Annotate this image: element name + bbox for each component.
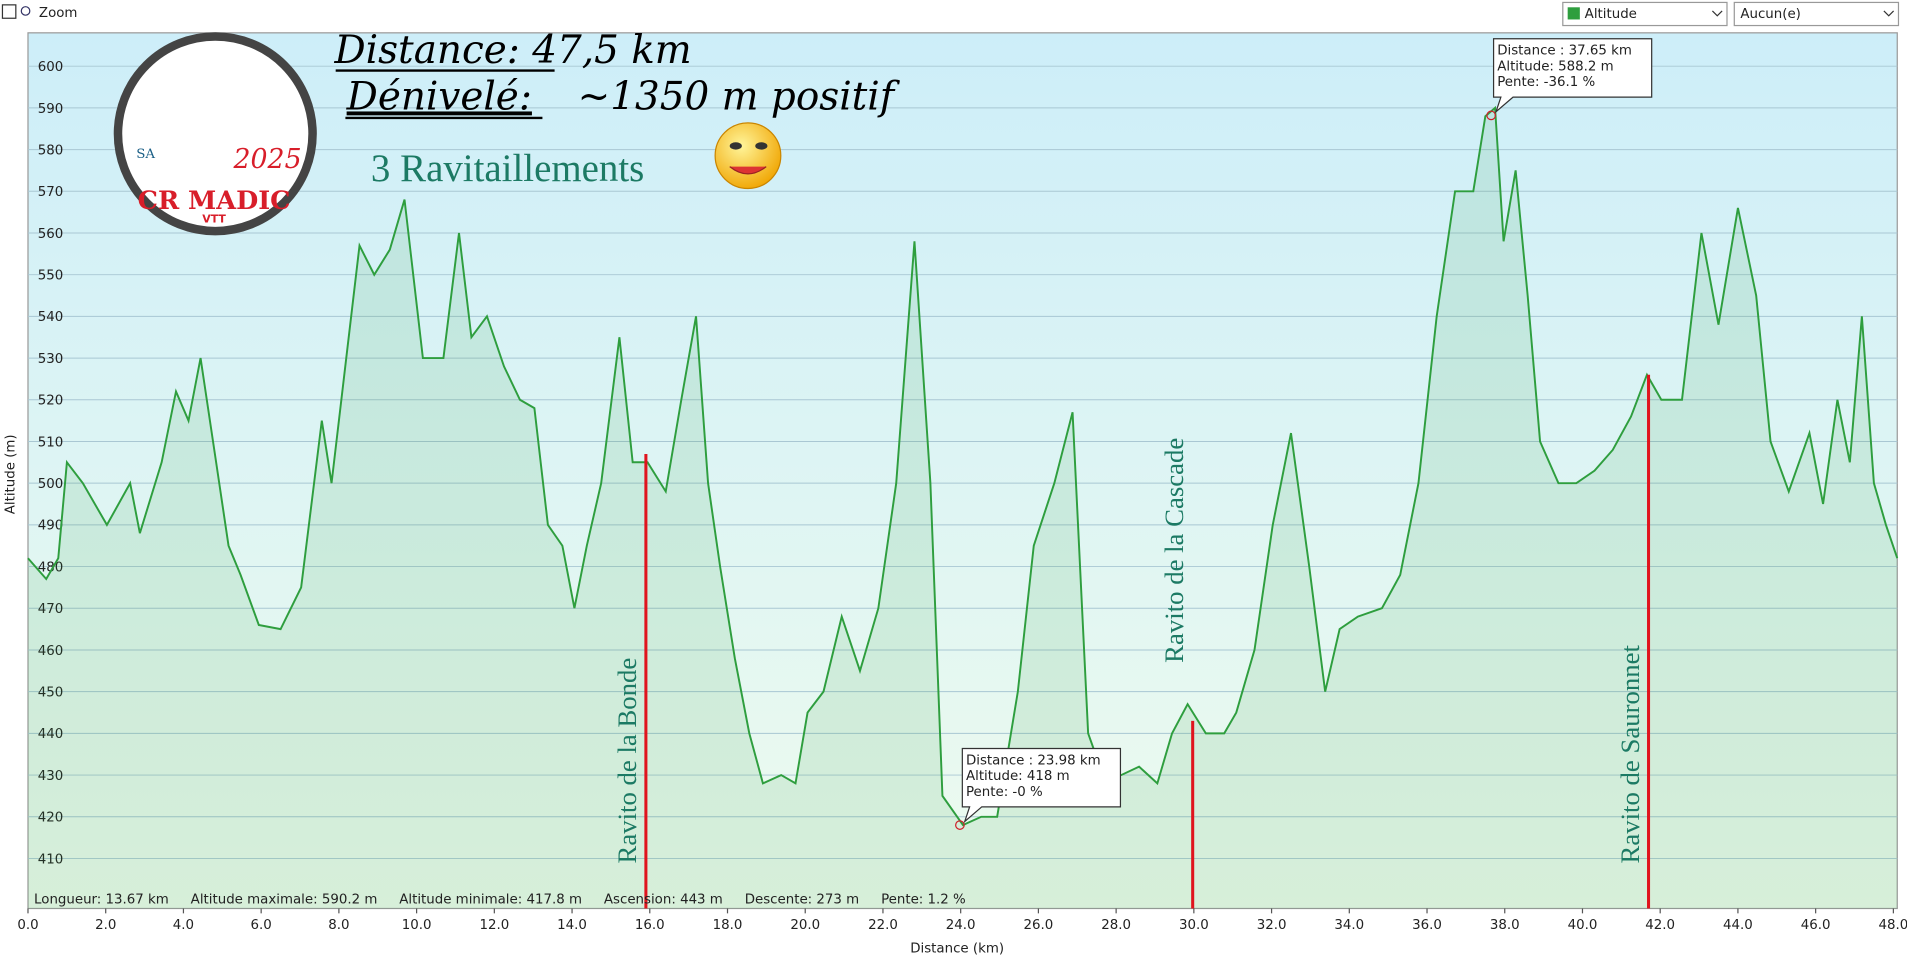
ravito-label: Ravito de la Bonde bbox=[612, 658, 642, 864]
tooltip-box bbox=[1492, 38, 1653, 114]
tooltip-point bbox=[955, 820, 965, 830]
y-tick-label: 550 bbox=[38, 269, 64, 284]
x-tick-label: 46.0 bbox=[1801, 918, 1831, 933]
x-tick-label: 22.0 bbox=[868, 918, 898, 933]
y-tick-label: 450 bbox=[38, 686, 64, 701]
ravito-label: Ravito de Sauronnet bbox=[1615, 645, 1645, 864]
y-tick-label: 440 bbox=[38, 727, 64, 742]
x-tick-label: 6.0 bbox=[251, 918, 272, 933]
y-tick-label: 530 bbox=[38, 352, 64, 367]
y-tick-label: 600 bbox=[38, 60, 64, 75]
series-select-text: Altitude bbox=[1585, 7, 1637, 22]
tooltip-text: Pente: -36.1 % bbox=[1497, 75, 1595, 90]
x-tick-label: 20.0 bbox=[790, 918, 820, 933]
y-tick-label: 510 bbox=[38, 435, 64, 450]
y-tick-label: 410 bbox=[38, 852, 64, 867]
x-tick-label: 48.0 bbox=[1878, 918, 1907, 933]
dropdown-arrow bbox=[1711, 10, 1723, 17]
status-item: Pente: 1.2 % bbox=[881, 893, 966, 908]
logo-club: CR MADIC bbox=[138, 186, 291, 216]
header-distance: Distance: 47,5 km bbox=[333, 28, 691, 73]
x-tick-label: 4.0 bbox=[173, 918, 194, 933]
ravito-label: Ravito de la Cascade bbox=[1159, 438, 1189, 663]
series-select[interactable] bbox=[1562, 1, 1728, 27]
logo-year: 2025 bbox=[233, 144, 302, 175]
y-tick-label: 480 bbox=[38, 560, 64, 575]
tooltip-box bbox=[961, 747, 1122, 824]
y-axis-label: Altitude (m) bbox=[4, 434, 19, 514]
x-tick-label: 44.0 bbox=[1723, 918, 1753, 933]
y-tick-label: 560 bbox=[38, 227, 64, 242]
x-tick-label: 16.0 bbox=[635, 918, 665, 933]
zoom-checkbox[interactable] bbox=[1, 4, 17, 19]
x-tick-label: 38.0 bbox=[1490, 918, 1520, 933]
y-tick-label: 540 bbox=[38, 310, 64, 325]
x-tick-label: 10.0 bbox=[402, 918, 432, 933]
tooltip-text: Altitude: 418 m bbox=[966, 769, 1070, 784]
y-tick-label: 420 bbox=[38, 811, 64, 826]
tooltip-text: Distance : 23.98 km bbox=[966, 753, 1101, 768]
x-tick-label: 24.0 bbox=[946, 918, 976, 933]
x-tick-label: 8.0 bbox=[328, 918, 349, 933]
tooltip-point bbox=[1486, 110, 1497, 121]
status-item: Descente: 273 m bbox=[745, 893, 859, 908]
x-tick-label: 14.0 bbox=[557, 918, 587, 933]
status-item: Ascension: 443 m bbox=[604, 893, 723, 908]
y-tick-label: 460 bbox=[38, 644, 64, 659]
header-denivele: Dénivelé: bbox=[346, 74, 532, 119]
y-tick-label: 520 bbox=[38, 394, 64, 409]
zoom-icon bbox=[20, 6, 31, 16]
altitude-line bbox=[27, 105, 1899, 827]
x-tick-label: 18.0 bbox=[713, 918, 743, 933]
x-tick-label: 12.0 bbox=[479, 918, 509, 933]
smiley bbox=[714, 122, 782, 190]
x-tick-label: 34.0 bbox=[1334, 918, 1364, 933]
x-tick-label: 40.0 bbox=[1568, 918, 1598, 933]
x-axis-label: Distance (km) bbox=[910, 941, 1004, 956]
logo-ring bbox=[113, 32, 317, 236]
tooltip-text: Distance : 37.65 km bbox=[1497, 44, 1632, 59]
y-tick-label: 580 bbox=[38, 143, 64, 158]
x-tick-label: 26.0 bbox=[1024, 918, 1054, 933]
status-item: Altitude maximale: 590.2 m bbox=[191, 893, 378, 908]
header-ravitaillements: 3 Ravitaillements bbox=[371, 147, 644, 190]
x-tick-label: 2.0 bbox=[95, 918, 116, 933]
logo-letters: SA bbox=[136, 147, 155, 162]
status-item: Altitude minimale: 417.8 m bbox=[399, 893, 582, 908]
smiley-eye bbox=[755, 142, 768, 150]
tooltip-text: Pente: -0 % bbox=[966, 785, 1043, 800]
status-item: Longueur: 13.67 km bbox=[34, 893, 169, 908]
second-select[interactable] bbox=[1733, 1, 1900, 27]
y-tick-label: 590 bbox=[38, 102, 64, 117]
x-tick-label: 36.0 bbox=[1412, 918, 1442, 933]
y-tick-label: 500 bbox=[38, 477, 64, 492]
y-tick-label: 490 bbox=[38, 519, 64, 534]
x-tick-label: 30.0 bbox=[1179, 918, 1209, 933]
y-tick-label: 470 bbox=[38, 602, 64, 617]
x-tick-label: 32.0 bbox=[1257, 918, 1287, 933]
series-swatch bbox=[1567, 7, 1580, 20]
second-select-text: Aucun(e) bbox=[1740, 7, 1801, 22]
smiley-eye bbox=[729, 142, 742, 150]
logo-vtt: VTT bbox=[202, 213, 226, 226]
y-tick-label: 570 bbox=[38, 185, 64, 200]
area-fill bbox=[27, 107, 1898, 909]
x-tick-label: 0.0 bbox=[17, 918, 38, 933]
x-tick-label: 28.0 bbox=[1101, 918, 1131, 933]
tooltip-text: Altitude: 588.2 m bbox=[1497, 59, 1613, 74]
smiley-mouth bbox=[729, 166, 767, 175]
zoom-label[interactable]: Zoom bbox=[39, 6, 78, 21]
dropdown-arrow bbox=[1883, 10, 1895, 17]
y-tick-label: 430 bbox=[38, 769, 64, 784]
x-tick-label: 42.0 bbox=[1645, 918, 1675, 933]
header-denivele-value: ~1350 m positif bbox=[578, 74, 901, 119]
